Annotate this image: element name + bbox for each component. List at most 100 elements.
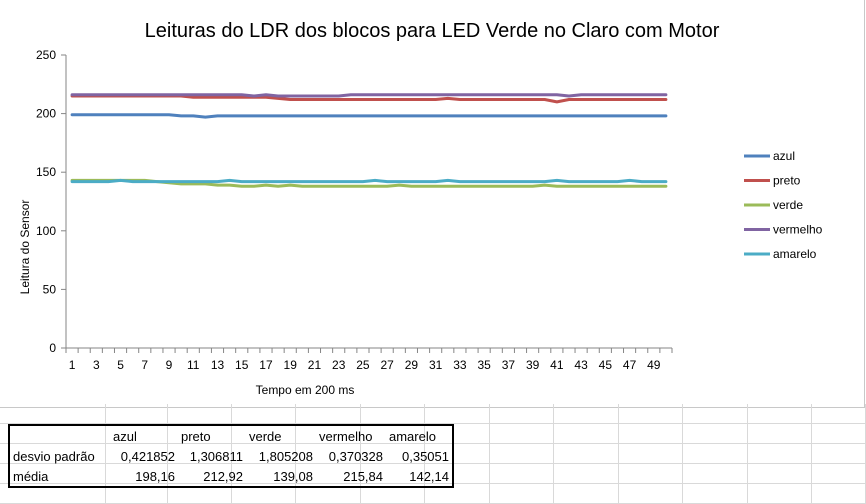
y-axis-label: Leitura do Sensor (18, 200, 32, 295)
sheet-cell[interactable] (490, 484, 554, 504)
table-cell: 1,805208 (258, 448, 313, 464)
sheet-cell[interactable] (683, 484, 748, 504)
sheet-cell[interactable] (619, 464, 683, 484)
x-tick-label: 29 (405, 358, 419, 372)
sheet-cell[interactable] (683, 404, 748, 424)
sheet-cell[interactable] (106, 464, 168, 484)
x-axis-label: Tempo em 200 ms (256, 383, 355, 397)
sheet-cell[interactable] (232, 464, 296, 484)
sheet-cell[interactable] (490, 464, 554, 484)
table-cell: 212,92 (203, 468, 243, 484)
sheet-cell[interactable] (490, 444, 554, 464)
legend-label-azul: azul (773, 149, 795, 163)
series-lines (70, 93, 668, 188)
x-tick-label: 19 (284, 358, 298, 372)
sheet-cell[interactable] (554, 464, 619, 484)
sheet-cell[interactable] (683, 444, 748, 464)
sheet-cell[interactable] (683, 464, 748, 484)
sheet-cell[interactable] (0, 424, 106, 444)
sheet-cell[interactable] (168, 404, 232, 424)
y-tick-label: 50 (43, 282, 57, 296)
x-tick-label: 39 (526, 358, 540, 372)
sheet-cell[interactable] (812, 484, 866, 504)
sheet-cell[interactable] (748, 404, 812, 424)
chart-title: Leituras do LDR dos blocos para LED Verd… (145, 20, 720, 42)
sheet-cell[interactable] (106, 424, 168, 444)
y-tick-label: 200 (36, 107, 56, 121)
sheet-cell[interactable] (425, 424, 490, 444)
sheet-cell[interactable] (361, 404, 425, 424)
sheet-cell[interactable] (619, 404, 683, 424)
sheet-cell[interactable] (0, 444, 106, 464)
sheet-cell[interactable] (361, 444, 425, 464)
table-cell: 0,421852 (120, 448, 175, 464)
table-cell: 142,14 (409, 468, 449, 484)
table-header-cell: vermelho (319, 428, 373, 444)
table-header-cell (9, 425, 110, 446)
sheet-cell[interactable] (490, 404, 554, 424)
x-tick-label: 49 (647, 358, 661, 372)
table-cell: 198,16 (135, 468, 175, 484)
sheet-cell[interactable] (748, 484, 812, 504)
sheet-cell[interactable] (425, 464, 490, 484)
sheet-cell[interactable] (296, 424, 361, 444)
sheet-cell[interactable] (168, 424, 232, 444)
x-tick-label: 41 (550, 358, 564, 372)
table-cell: 1,306811 (189, 448, 243, 464)
sheet-cell[interactable] (812, 444, 866, 464)
y-tick-label: 150 (36, 165, 56, 179)
sheet-cell[interactable] (0, 404, 106, 424)
sheet-cell[interactable] (748, 424, 812, 444)
sheet-cell[interactable] (748, 444, 812, 464)
sheet-cell[interactable] (232, 424, 296, 444)
sheet-cell[interactable] (554, 424, 619, 444)
sheet-cell[interactable] (232, 404, 296, 424)
sheet-cell[interactable] (361, 464, 425, 484)
table-cell: 215,84 (343, 468, 383, 484)
sheet-cell[interactable] (296, 444, 361, 464)
sheet-cell[interactable] (554, 484, 619, 504)
sheet-cell[interactable] (296, 404, 361, 424)
legend-label-vermelho: vermelho (773, 223, 823, 237)
sheet-cell[interactable] (619, 424, 683, 444)
legend-label-amarelo: amarelo (773, 247, 817, 261)
x-tick-label: 27 (381, 358, 395, 372)
sheet-cell[interactable] (0, 464, 106, 484)
x-tick-label: 43 (574, 358, 588, 372)
sheet-cell[interactable] (168, 444, 232, 464)
sheet-cell[interactable] (812, 424, 866, 444)
table-row-label: desvio padrão (13, 448, 95, 464)
sheet-cell[interactable] (296, 464, 361, 484)
table-header-cell: amarelo (389, 428, 436, 444)
sheet-cell[interactable] (106, 444, 168, 464)
sheet-cell[interactable] (425, 444, 490, 464)
sheet-cell[interactable] (619, 484, 683, 504)
table-cell: 0,370328 (328, 448, 383, 464)
x-tick-label: 45 (599, 358, 613, 372)
x-tick-label: 13 (211, 358, 225, 372)
sheet-cell[interactable] (106, 404, 168, 424)
series-line-vermelho (70, 93, 668, 98)
sheet-cell[interactable] (425, 404, 490, 424)
line-chart: Leituras do LDR dos blocos para LED Verd… (18, 20, 823, 397)
x-tick-label: 23 (332, 358, 346, 372)
sheet-cell[interactable] (361, 424, 425, 444)
y-tick-label: 0 (49, 341, 56, 355)
y-tick-label: 100 (36, 224, 56, 238)
sheet-cell[interactable] (748, 464, 812, 484)
sheet-cell[interactable] (812, 404, 866, 424)
sheet-cell[interactable] (619, 444, 683, 464)
sheet-cell[interactable] (554, 444, 619, 464)
sheet-cell[interactable] (490, 424, 554, 444)
sheet-cell[interactable] (168, 464, 232, 484)
series-line-preto (70, 94, 668, 104)
sheet-cell[interactable] (683, 424, 748, 444)
sheet-cell[interactable] (812, 464, 866, 484)
x-tick-label: 47 (623, 358, 637, 372)
sheet-cell[interactable] (554, 404, 619, 424)
x-tick-label: 35 (477, 358, 491, 372)
sheet-cell[interactable] (232, 444, 296, 464)
x-tick-label: 37 (502, 358, 516, 372)
x-tick-label: 31 (429, 358, 443, 372)
